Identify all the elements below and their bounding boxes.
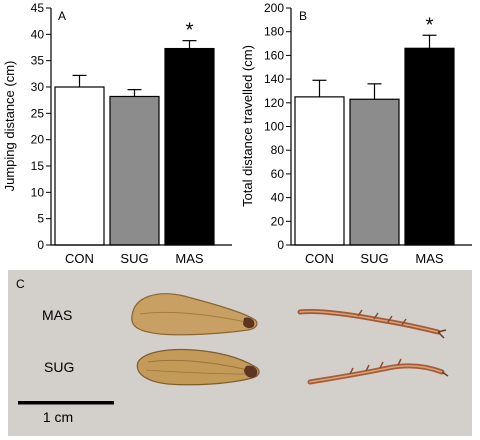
y-tick-label: 40: [31, 27, 45, 41]
chart-panel-b: B Total distance travelled (cm) 0 20 40 60 80 1…: [240, 1, 472, 266]
y-tick-label: 10: [31, 185, 45, 199]
y-tick-label: 30: [31, 80, 45, 94]
x-tick-label: SUG: [120, 251, 148, 266]
y-tick-label: 45: [31, 1, 45, 15]
sug-leg: [307, 363, 445, 385]
y-tick-label: 20: [31, 133, 45, 147]
y-tick-label: 120: [264, 96, 284, 110]
scale-bar: [18, 401, 114, 405]
y-axis-title: Jumping distance (cm): [2, 61, 17, 192]
y-tick-label: 15: [31, 159, 45, 173]
specimen-photo: C MAS SUG 1 cm: [16, 277, 449, 425]
x-tick-label: SUG: [360, 251, 388, 266]
x-tick-label: CON: [65, 251, 94, 266]
y-tick-label: 180: [264, 25, 284, 39]
y-tick-label: 0: [37, 238, 44, 252]
y-tick-label: 35: [31, 54, 45, 68]
y-axis-title: Total distance travelled (cm): [240, 45, 255, 207]
y-tick-label: 80: [271, 143, 285, 157]
y-tick-label: 5: [37, 212, 44, 226]
photo-panel-c: C MAS SUG 1 cm: [8, 270, 472, 436]
y-tick-label: 60: [271, 167, 285, 181]
y-tick-label: 140: [264, 72, 284, 86]
panel-label: A: [58, 9, 66, 23]
y-tick-label: 160: [264, 48, 284, 62]
x-tick-label: MAS: [175, 251, 204, 266]
y-tick-label: 100: [264, 120, 284, 134]
mas-leg: [297, 309, 441, 335]
bar-mas: [404, 47, 455, 246]
y-tick-label: 25: [31, 106, 45, 120]
specimen-label-mas: MAS: [42, 307, 72, 323]
sug-wing: [136, 348, 260, 386]
bar-con: [54, 86, 105, 246]
y-tick-label: 20: [271, 214, 285, 228]
bar-sug: [349, 98, 400, 246]
y-tick-label: 0: [277, 238, 284, 252]
significance-marker: *: [426, 14, 434, 36]
x-tick-label: MAS: [415, 251, 444, 266]
panel-label: B: [299, 9, 307, 23]
scale-bar-label: 1 cm: [43, 409, 73, 425]
significance-marker: *: [186, 20, 194, 42]
panel-label-c: C: [16, 277, 25, 291]
bar-mas: [164, 47, 215, 246]
y-tick-label: 40: [271, 191, 285, 205]
mas-wing: [131, 293, 258, 336]
chart-panel-a: A Jumping distance (cm) 0 5 10 15 20 25 30 35 40 45…: [2, 1, 232, 266]
y-tick-label: 200: [264, 1, 284, 15]
specimen-label-sug: SUG: [44, 359, 74, 375]
bar-con: [294, 96, 345, 246]
bar-sug: [109, 95, 160, 246]
x-tick-label: CON: [305, 251, 334, 266]
